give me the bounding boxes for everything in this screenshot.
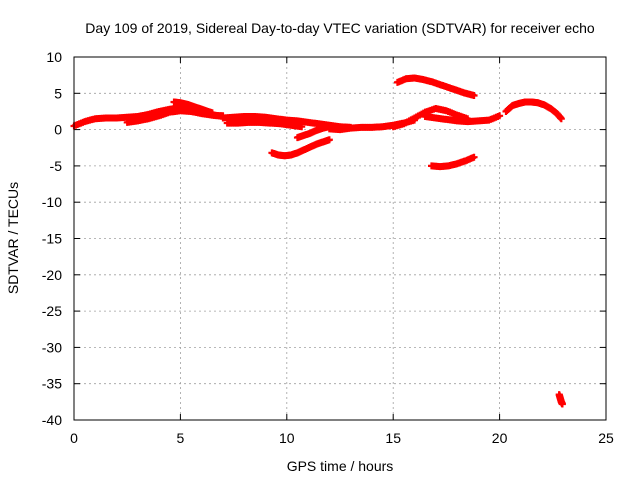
- axis-ticks: 0 5 10 15 20 25 10 5 0 -5 -10 -15 -20 -25 -30 -35 -40: [42, 49, 614, 446]
- data-point: [496, 112, 504, 120]
- series-arc-3: [170, 98, 216, 117]
- y-axis-label: SDTVAR / TECUs: [5, 182, 21, 294]
- x-axis-label: GPS time / hours: [287, 458, 394, 474]
- y-tick-label: -35: [42, 376, 62, 392]
- series-arc-6: [268, 136, 333, 160]
- y-tick-label: -30: [42, 339, 62, 355]
- series-arc-10: [393, 74, 478, 99]
- y-tick-label: -25: [42, 303, 62, 319]
- data-point: [557, 115, 565, 123]
- data-point: [325, 136, 333, 144]
- y-tick-label: 10: [46, 49, 62, 65]
- plot-frame: [73, 56, 607, 421]
- series-arc-11: [428, 153, 478, 171]
- y-tick-label: -40: [42, 412, 62, 428]
- y-tick-label: -5: [50, 158, 63, 174]
- series-arc-12: [421, 112, 504, 126]
- data-point: [298, 123, 306, 131]
- x-tick-label: 20: [492, 430, 508, 446]
- x-tick-label: 0: [70, 430, 78, 446]
- data-point: [470, 91, 478, 99]
- chart-title: Day 109 of 2019, Sidereal Day-to-day VTE…: [85, 20, 595, 36]
- data-points: [70, 74, 566, 408]
- y-tick-label: 5: [54, 85, 62, 101]
- series-arc-5: [223, 118, 306, 131]
- y-tick-label: 0: [54, 122, 62, 138]
- x-tick-label: 5: [177, 430, 185, 446]
- data-point: [558, 400, 566, 408]
- x-tick-label: 15: [385, 430, 401, 446]
- x-tick-label: 25: [598, 430, 614, 446]
- y-tick-label: -10: [42, 194, 62, 210]
- data-point: [470, 153, 478, 161]
- y-tick-label: -15: [42, 231, 62, 247]
- x-tick-label: 10: [279, 430, 295, 446]
- series-arc-2: [123, 107, 227, 126]
- data-point: [208, 109, 216, 117]
- series-arc-4: [219, 113, 355, 131]
- y-tick-label: -20: [42, 267, 62, 283]
- series-arc-7: [293, 123, 333, 142]
- series-arc-13: [502, 98, 565, 123]
- series-arc-14: [555, 391, 566, 408]
